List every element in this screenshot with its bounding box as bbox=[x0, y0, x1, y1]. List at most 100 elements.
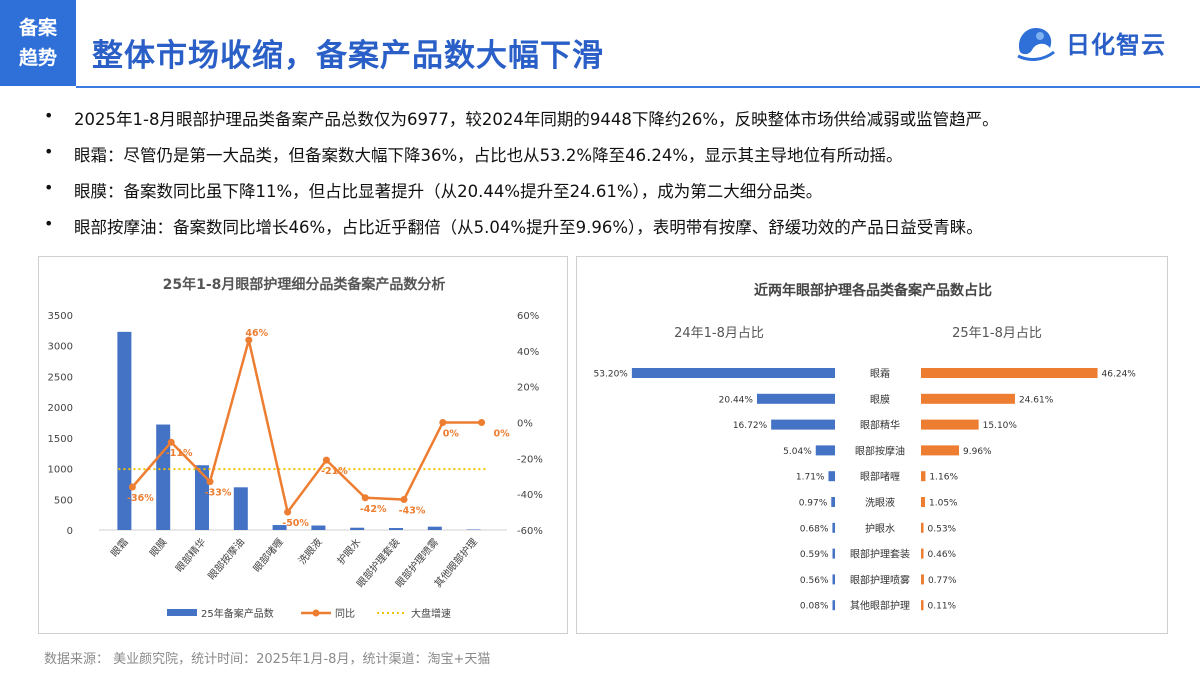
yoy-point bbox=[128, 483, 136, 491]
category-label: 眼部护理套装 bbox=[850, 548, 910, 561]
share-bar-2025 bbox=[921, 419, 979, 430]
category-label: 护眼水 bbox=[865, 522, 895, 535]
x-category-label: 眼膜 bbox=[147, 536, 169, 559]
share-label-2025: 0.11% bbox=[928, 602, 957, 612]
yoy-line bbox=[131, 339, 482, 516]
share-label-2025: 46.24% bbox=[1102, 370, 1137, 380]
summary-bullet: • 眼霜：尽管仍是第一大品类，但备案数大幅下降36%，占比也从53.2%降至46.… bbox=[44, 142, 1174, 178]
yoy-point bbox=[167, 438, 175, 446]
brand-logo: 日化智云 bbox=[1014, 22, 1166, 62]
header-divider bbox=[76, 86, 1200, 88]
yoy-data-label: -21% bbox=[321, 466, 348, 477]
summary-bullet: • 眼部按摩油：备案数同比增长46%，占比近乎翻倍（从5.04%提升至9.96%）… bbox=[44, 214, 1174, 250]
category-label: 眼部护理喷雾 bbox=[850, 573, 910, 586]
category-count-chart: 25年1-8月眼部护理细分品类备案产品数分析 0 500 1000 1500 2000 25… bbox=[48, 276, 543, 620]
x-category-label: 眼部啫喱 bbox=[250, 536, 286, 575]
category-label: 眼部啫喱 bbox=[860, 470, 900, 483]
data-source-note: 数据来源： 美业颜究院，统计时间：2025年1月-8月，统计渠道：淘宝+天猫 bbox=[44, 652, 491, 667]
series-header-right: 25年1-8月占比 bbox=[952, 326, 1042, 341]
brand-logo-icon bbox=[1017, 28, 1055, 61]
page-title: 整体市场收缩，备案产品数大幅下滑 bbox=[92, 38, 604, 74]
bullet-dot-icon: • bbox=[44, 142, 54, 161]
yoy-data-label: -42% bbox=[360, 504, 387, 515]
bullet-dot-icon: • bbox=[44, 106, 54, 125]
count-bar bbox=[117, 331, 132, 530]
count-bar bbox=[311, 525, 326, 530]
share-label-2025: 15.10% bbox=[983, 421, 1018, 431]
chart-title: 近两年眼部护理各品类备案产品数占比 bbox=[754, 282, 992, 299]
summary-bullet-text: 眼膜：备案数同比虽下降11%，但占比显著提升（从20.44%提升至24.61%）… bbox=[74, 182, 823, 201]
count-bar bbox=[156, 424, 171, 530]
category-label: 眼霜 bbox=[870, 368, 890, 380]
yoy-data-label: -33% bbox=[205, 488, 232, 499]
legend-yoy-label: 同比 bbox=[335, 608, 355, 620]
share-label-2024: 0.59% bbox=[800, 550, 829, 560]
share-bar-2024 bbox=[756, 393, 835, 404]
yoy-data-label: -43% bbox=[399, 506, 426, 517]
share-label-2024: 0.08% bbox=[800, 602, 829, 612]
yoy-point bbox=[322, 456, 330, 464]
bullet-dot-icon: • bbox=[44, 178, 54, 197]
y-left-tick-label: 3000 bbox=[48, 342, 73, 353]
x-category-label: 眼部按摩油 bbox=[205, 536, 247, 583]
yoy-data-label: -36% bbox=[127, 493, 154, 504]
category-label: 其他眼部护理 bbox=[850, 599, 910, 612]
legend-bar-label: 25年备案产品数 bbox=[201, 607, 274, 620]
summary-bullet-text: 眼霜：尽管仍是第一大品类，但备案数大幅下降36%，占比也从53.2%降至46.2… bbox=[74, 146, 903, 165]
y-right-tick-label: -60% bbox=[517, 526, 543, 537]
yoy-point bbox=[284, 508, 292, 516]
share-bar-2025 bbox=[921, 497, 926, 507]
y-left-tick-label: 2000 bbox=[48, 403, 73, 414]
count-bar bbox=[272, 525, 287, 530]
x-category-label: 护眼水 bbox=[334, 536, 363, 567]
share-bar-2024 bbox=[771, 419, 835, 430]
share-bar-2025 bbox=[921, 445, 960, 456]
legend-market-label: 大盘增速 bbox=[411, 607, 451, 620]
count-bar bbox=[427, 526, 442, 530]
bullet-dot-icon: • bbox=[44, 214, 54, 233]
share-label-2025: 0.53% bbox=[928, 524, 957, 534]
yoy-point bbox=[206, 478, 214, 486]
y-left-tick-label: 500 bbox=[54, 495, 73, 506]
count-bar bbox=[350, 527, 365, 530]
yoy-point bbox=[245, 336, 253, 344]
y-left-tick-label: 1500 bbox=[48, 434, 73, 445]
yoy-data-label: -11% bbox=[166, 448, 193, 459]
share-bar-2025 bbox=[921, 522, 924, 533]
section-tag-line1: 备案 bbox=[18, 17, 57, 39]
yoy-point bbox=[439, 419, 447, 426]
section-tag-line2: 趋势 bbox=[18, 47, 57, 69]
share-label-2024: 0.97% bbox=[799, 499, 828, 509]
y-right-tick-label: -20% bbox=[517, 454, 543, 465]
category-label: 眼部按摩油 bbox=[855, 444, 905, 457]
category-label: 眼膜 bbox=[870, 394, 890, 406]
y-left-tick-label: 1000 bbox=[48, 465, 73, 476]
yoy-data-label: -50% bbox=[282, 518, 309, 529]
share-label-2025: 0.46% bbox=[928, 550, 957, 560]
share-bar-2025 bbox=[921, 393, 1015, 404]
share-bar-2024 bbox=[631, 368, 835, 378]
share-bar-2025 bbox=[921, 548, 924, 559]
share-label-2024: 20.44% bbox=[719, 395, 754, 405]
y-right-tick-label: 40% bbox=[517, 347, 539, 358]
category-label: 眼部精华 bbox=[860, 419, 900, 432]
share-label-2024: 0.56% bbox=[800, 576, 829, 586]
share-label-2025: 9.96% bbox=[963, 447, 992, 457]
share-label-2024: 5.04% bbox=[783, 447, 812, 457]
share-label-2025: 1.16% bbox=[929, 473, 958, 483]
share-bar-2024 bbox=[828, 471, 835, 482]
summary-bullet: • 眼膜：备案数同比虽下降11%，但占比显著提升（从20.44%提升至24.61%… bbox=[44, 178, 1174, 214]
share-label-2025: 1.05% bbox=[929, 499, 958, 509]
share-bar-2024 bbox=[831, 497, 835, 507]
summary-bullet-text: 2025年1-8月眼部护理品类备案产品总数仅为6977，较2024年同期的944… bbox=[74, 110, 999, 129]
count-bar bbox=[195, 465, 209, 530]
share-label-2025: 0.77% bbox=[928, 576, 957, 586]
share-label-2025: 24.61% bbox=[1019, 395, 1054, 405]
yoy-data-label: 0% bbox=[443, 429, 460, 440]
share-bar-2024 bbox=[832, 548, 835, 559]
y-right-tick-label: -40% bbox=[517, 490, 543, 501]
yoy-point bbox=[361, 494, 369, 502]
share-label-2024: 16.72% bbox=[733, 421, 768, 431]
x-category-label: 洗眼液 bbox=[295, 536, 324, 567]
x-category-label: 眼霜 bbox=[109, 536, 131, 559]
